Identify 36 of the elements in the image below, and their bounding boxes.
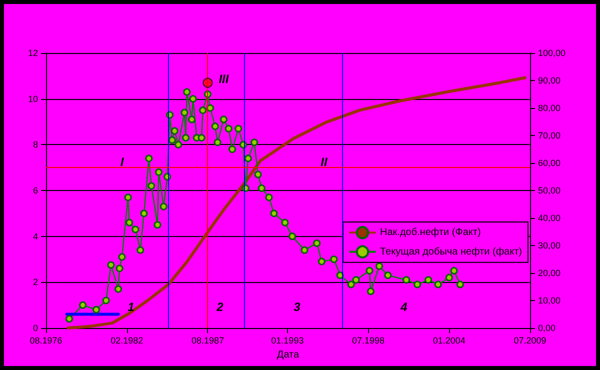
annotation: II bbox=[320, 155, 328, 169]
y-tick-label: 6 bbox=[32, 186, 38, 196]
y-tick-label: 8 bbox=[32, 140, 38, 150]
legend-label: Нак.доб.нефти (Факт) bbox=[380, 227, 481, 238]
y2-tick-label: 100,00 bbox=[538, 48, 566, 58]
y2-tick-label: 0,00 bbox=[538, 323, 556, 333]
y2-tick-label: 80,00 bbox=[538, 103, 561, 113]
x-tick-label: 07.2009 bbox=[514, 336, 546, 346]
y-tick-label: 4 bbox=[32, 231, 38, 242]
y2-tick-label: 70,00 bbox=[538, 130, 561, 140]
y2-tick-label: 30,00 bbox=[538, 240, 561, 250]
y2-tick-label: 50,00 bbox=[538, 186, 561, 196]
annotation: 3 bbox=[294, 300, 301, 314]
x-axis-title: Дата bbox=[276, 349, 300, 360]
y2-tick-label: 40,00 bbox=[538, 213, 561, 223]
annotation: 4 bbox=[400, 300, 408, 314]
y-tick-label: 0 bbox=[32, 323, 38, 333]
y2-tick-label: 10,00 bbox=[538, 296, 561, 306]
annotation: 2 bbox=[216, 300, 224, 314]
x-tick-label: 01.1993 bbox=[271, 336, 304, 346]
legend-label: Текущая добыча нефти (факт) bbox=[380, 246, 522, 258]
line-series bbox=[66, 76, 527, 330]
x-tick-label: 01.2004 bbox=[432, 336, 466, 346]
y-tick-label: 10 bbox=[28, 94, 38, 104]
y2-tick-label: 20,00 bbox=[538, 268, 561, 278]
x-tick-label: 08.1987 bbox=[191, 336, 224, 346]
annotation: III bbox=[218, 72, 230, 86]
annotation: I bbox=[120, 155, 124, 169]
annotation: 1 bbox=[128, 300, 135, 314]
y-tick-label: 2 bbox=[32, 277, 38, 288]
x-tick-label: 07.1998 bbox=[352, 336, 385, 346]
x-tick-label: 02.1982 bbox=[110, 336, 144, 346]
x-tick-label: 08.1976 bbox=[30, 336, 62, 346]
y2-tick-label: 60,00 bbox=[538, 158, 561, 168]
y-tick-label: 12 bbox=[28, 48, 38, 58]
y2-tick-label: 90,00 bbox=[538, 76, 561, 86]
